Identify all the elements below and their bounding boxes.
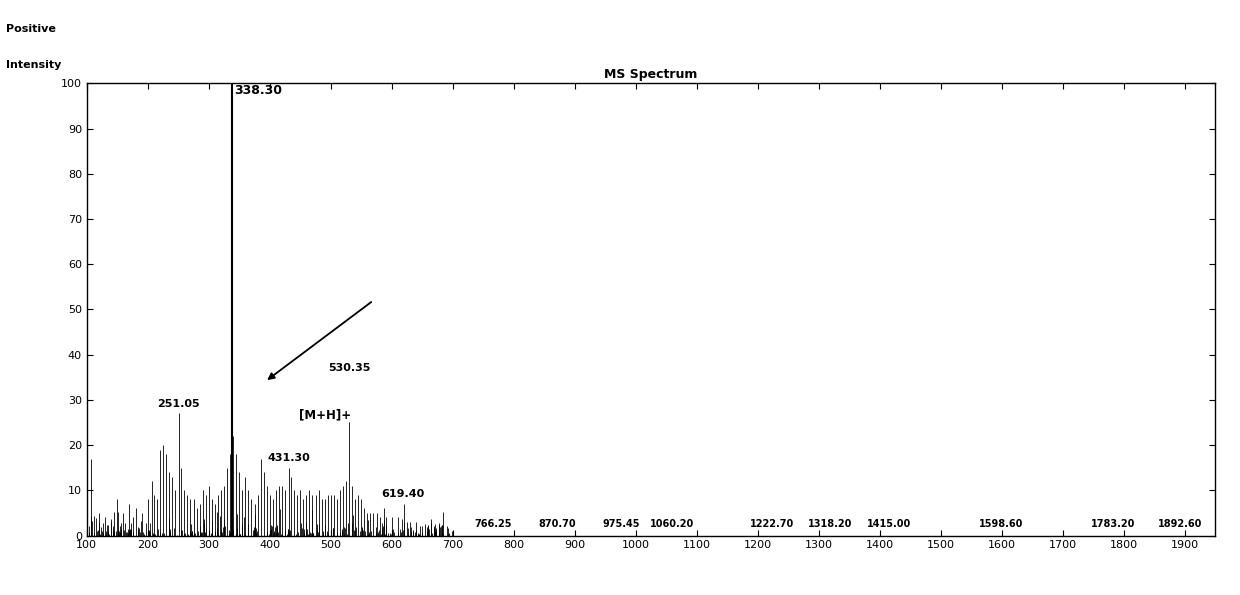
Text: 870.70: 870.70	[538, 519, 575, 529]
Text: Positive: Positive	[6, 24, 56, 34]
Text: 766.25: 766.25	[475, 519, 512, 529]
Text: 1318.20: 1318.20	[807, 519, 852, 529]
Text: 251.05: 251.05	[157, 399, 200, 409]
Text: 975.45: 975.45	[603, 519, 640, 529]
Text: 1783.20: 1783.20	[1091, 519, 1136, 529]
Text: 1222.70: 1222.70	[749, 519, 794, 529]
Title: MS Spectrum: MS Spectrum	[604, 68, 698, 81]
Text: 1598.60: 1598.60	[978, 519, 1023, 529]
Text: 1892.60: 1892.60	[1158, 519, 1203, 529]
Text: Intensity: Intensity	[6, 60, 62, 70]
Text: [M+H]+: [M+H]+	[299, 409, 351, 422]
Text: 619.40: 619.40	[382, 489, 425, 499]
Text: 431.30: 431.30	[268, 453, 310, 463]
Text: 1415.00: 1415.00	[867, 519, 911, 529]
Text: 530.35: 530.35	[327, 363, 371, 372]
Text: 1060.20: 1060.20	[650, 519, 694, 529]
Text: 338.30: 338.30	[234, 84, 283, 97]
